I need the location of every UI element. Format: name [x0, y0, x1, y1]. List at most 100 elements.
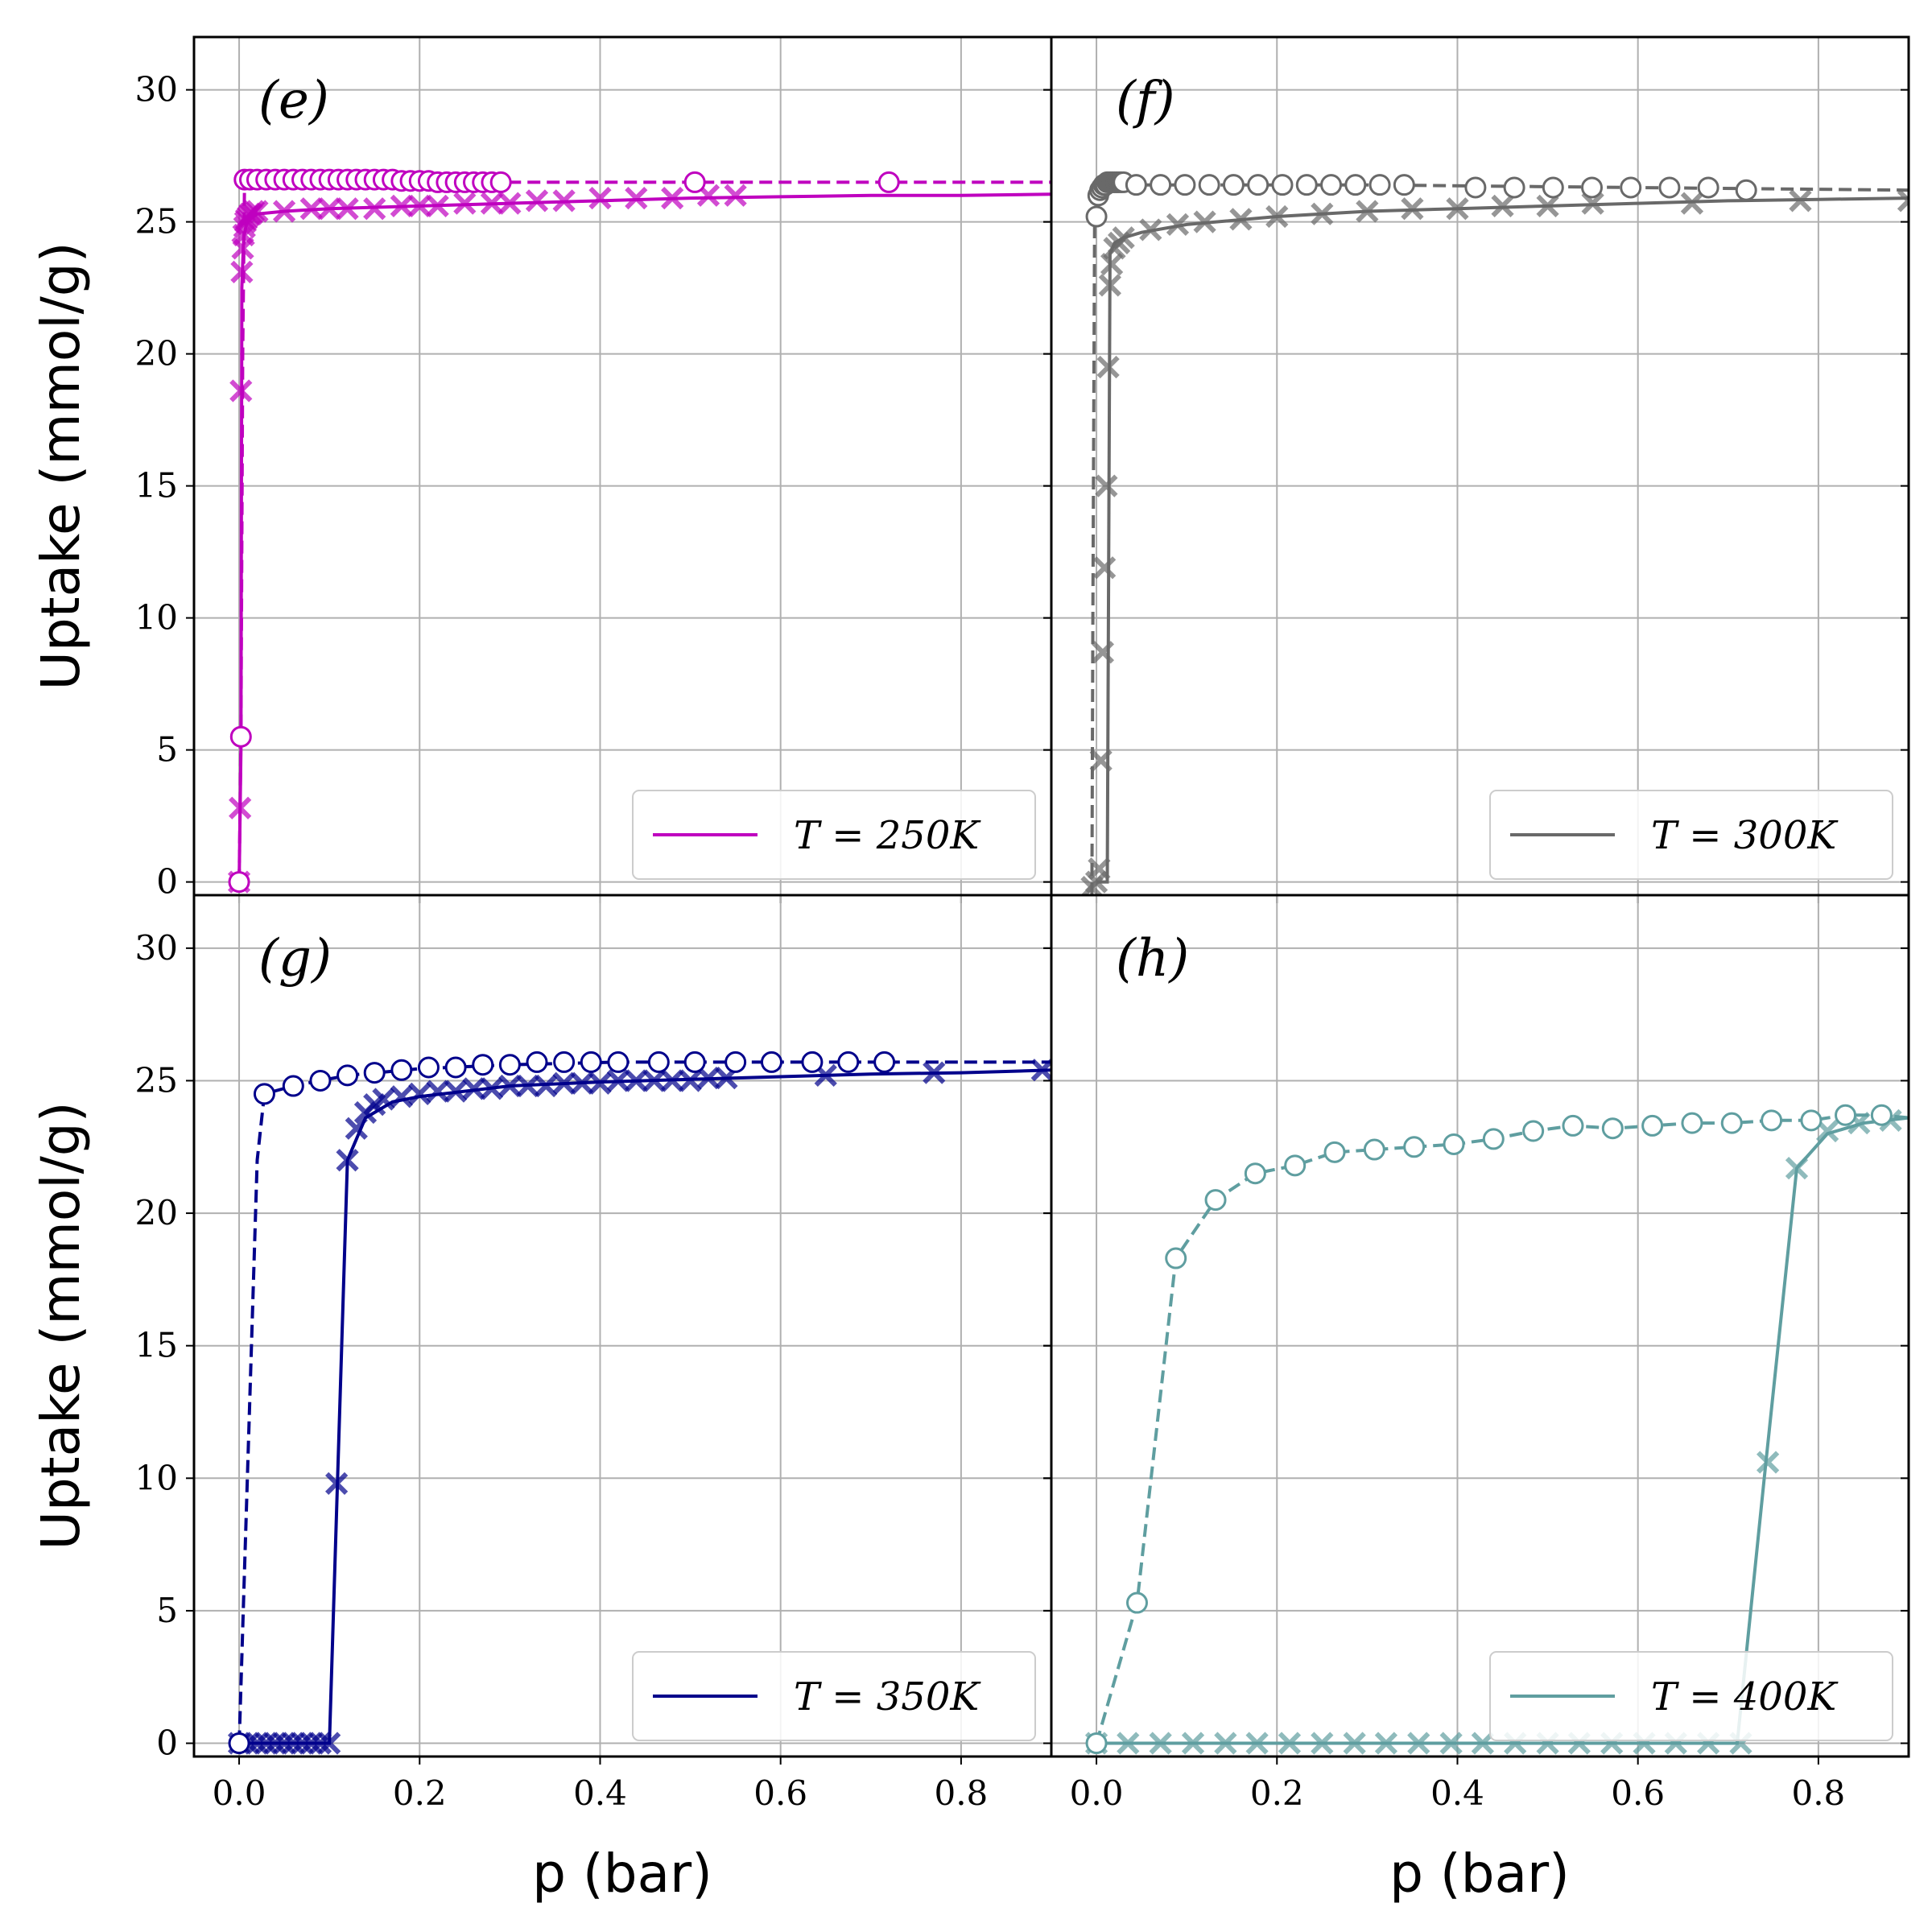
adsorption-point — [535, 1074, 558, 1098]
desorption-point — [1150, 174, 1172, 196]
desorption-point — [1295, 174, 1318, 196]
desorption-point — [1482, 1128, 1505, 1150]
grid — [194, 37, 1051, 895]
adsorption-point — [525, 189, 549, 213]
adsorption-fit-line — [1096, 196, 1909, 884]
panel-label: (h) — [1116, 929, 1189, 989]
desorption-point — [553, 1051, 576, 1073]
desorption-point — [1247, 174, 1269, 196]
desorption-point — [1198, 174, 1220, 196]
adsorption-point — [1439, 1732, 1463, 1755]
x-axis-title-right: p (bar) — [1389, 1843, 1570, 1905]
desorption-point — [1464, 176, 1487, 199]
desorption-point — [607, 1051, 630, 1073]
adsorption-point — [1789, 189, 1812, 213]
adsorption-point — [516, 1074, 539, 1098]
desorption-point — [1870, 1104, 1893, 1126]
desorption-point — [683, 171, 706, 193]
y-tick-label: 5 — [156, 1591, 178, 1630]
legend: T = 250K — [632, 790, 1036, 880]
legend-box — [632, 1651, 1036, 1741]
desorption-point — [498, 1054, 521, 1076]
desorption-point — [1085, 205, 1108, 228]
y-tick-label: 20 — [135, 334, 178, 374]
adsorption-point — [1091, 641, 1115, 664]
adsorption-point — [1166, 213, 1190, 237]
desorption-point — [1204, 1189, 1227, 1212]
adsorption-point — [453, 192, 477, 215]
adsorption-point — [1581, 192, 1604, 215]
desorption-point — [1244, 1162, 1266, 1185]
x-tick-label: 0.2 — [393, 1773, 447, 1813]
adsorption-point — [229, 379, 253, 402]
panel-label: (g) — [258, 929, 332, 989]
adsorption-point — [272, 200, 296, 223]
desorption-point — [472, 1054, 494, 1076]
adsorption-point — [246, 200, 269, 223]
adsorption-point — [1181, 1732, 1205, 1755]
y-tick-label: 10 — [135, 598, 178, 638]
adsorption-point — [390, 194, 413, 218]
desorption-point — [1720, 1112, 1743, 1134]
adsorption-point — [1265, 204, 1289, 229]
adsorption-fit-line — [239, 1068, 1051, 1745]
adsorption-point — [1096, 355, 1120, 379]
adsorption-point — [1245, 1732, 1269, 1755]
desorption-point — [683, 1051, 706, 1073]
desorption-point — [1522, 1120, 1545, 1142]
legend: T = 350K — [632, 1651, 1036, 1741]
x-tick-label: 0.8 — [934, 1773, 988, 1813]
y-tick-label: 10 — [135, 1458, 178, 1497]
legend-box — [632, 790, 1036, 880]
adsorption-point — [1112, 226, 1135, 250]
adsorption-point — [282, 1732, 305, 1755]
adsorption-point — [552, 189, 576, 213]
adsorption-point — [299, 197, 323, 221]
adsorption-fit-line — [1096, 1116, 1909, 1745]
desorption-point — [1222, 174, 1245, 196]
adsorption-point — [1680, 192, 1704, 215]
desorption-point — [526, 1051, 548, 1073]
panel-f: (f) T = 300K — [1043, 35, 1910, 903]
adsorption-point — [1756, 1451, 1780, 1474]
desorption-point — [1443, 1133, 1465, 1155]
desorption-point — [1323, 1141, 1346, 1163]
desorption-point — [1641, 1114, 1664, 1137]
adsorption-point — [679, 1069, 702, 1092]
desorption-point — [1344, 174, 1367, 196]
adsorption-point — [444, 1080, 468, 1103]
adsorption-point — [1536, 194, 1559, 218]
desorption-point — [1658, 176, 1681, 199]
desorption-point — [1125, 174, 1147, 196]
x-tick-label: 0.4 — [1430, 1773, 1484, 1813]
legend-box — [1489, 1651, 1893, 1741]
adsorption-point — [625, 1069, 648, 1092]
desorption-fit-line — [1090, 183, 1909, 895]
adsorption-point — [1311, 1732, 1334, 1755]
adsorption-point — [1491, 194, 1514, 218]
adsorption-point — [336, 1149, 359, 1172]
desorption-point — [873, 1051, 896, 1073]
adsorption-point — [299, 1732, 323, 1755]
adsorption-point — [498, 1074, 522, 1098]
adsorption-point — [1093, 556, 1117, 580]
adsorption-point — [408, 1082, 431, 1106]
panel-frame — [192, 894, 1053, 1758]
adsorption-point — [325, 1472, 349, 1496]
panel-g: 0.0 0.2 0.4 0.6 0.8 0 5 10 15 20 25 30 (g) T = 350K — [135, 894, 1053, 1813]
adsorption-point — [1356, 200, 1379, 223]
legend-label: T = 400K — [1651, 1674, 1839, 1719]
desorption-point — [1800, 1109, 1823, 1132]
adsorption-point — [390, 1085, 413, 1108]
desorption-fit-line — [237, 178, 1051, 882]
desorption-point — [1126, 1591, 1148, 1614]
adsorption-point — [254, 1732, 278, 1755]
adsorption-point — [345, 1117, 368, 1140]
adsorption-point — [291, 1732, 314, 1755]
desorption-point — [1601, 1117, 1624, 1140]
desorption-point — [1403, 1136, 1426, 1158]
y-tick-label: 30 — [135, 928, 178, 968]
y-tick-label: 5 — [156, 730, 178, 770]
desorption-point — [1174, 174, 1196, 196]
